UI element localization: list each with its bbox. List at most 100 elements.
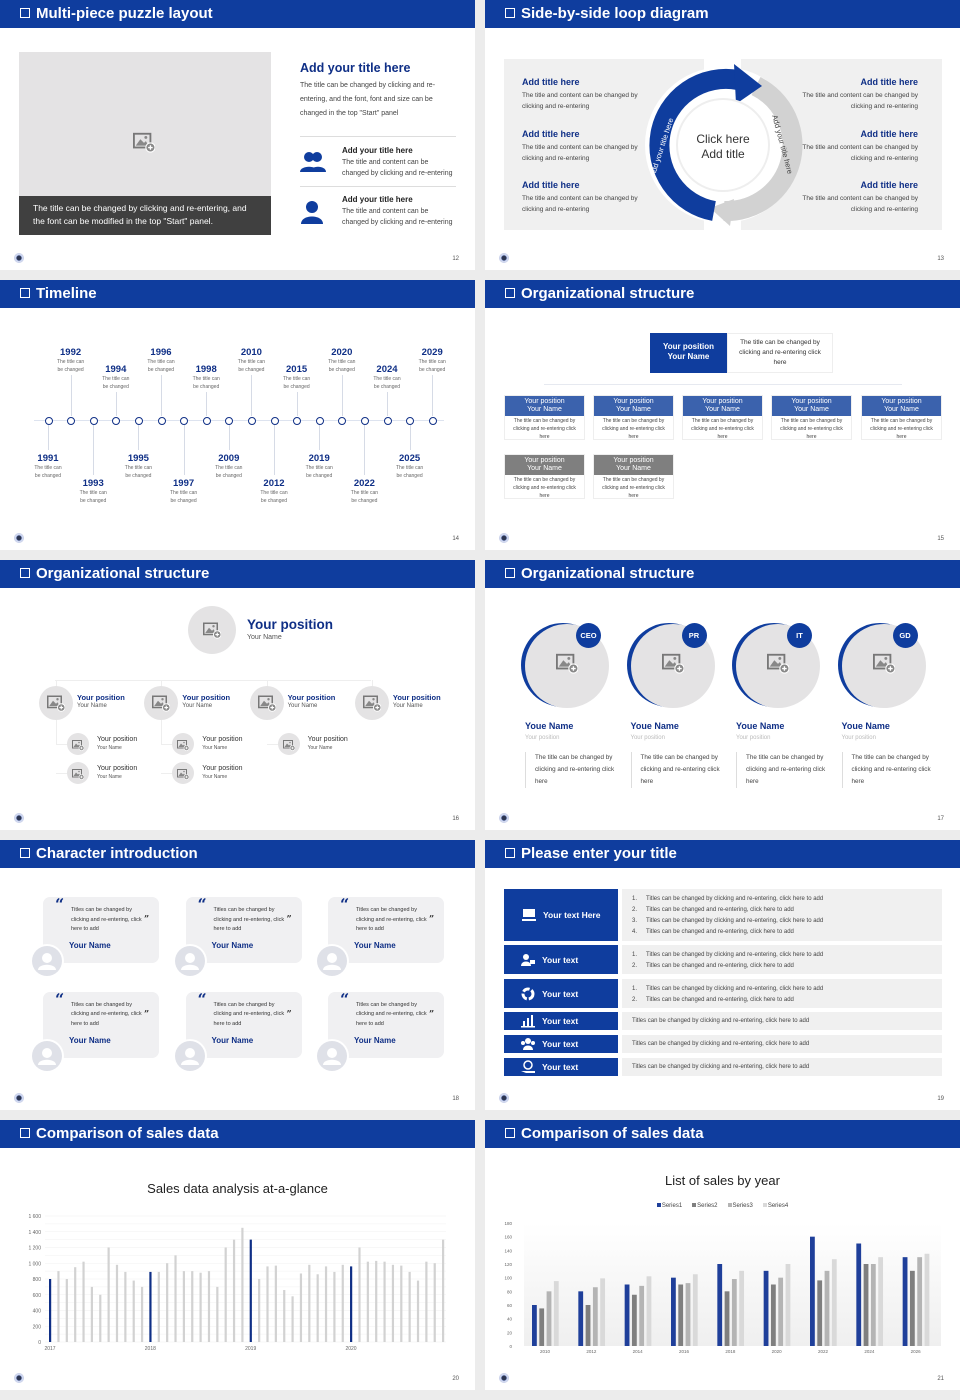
position-card[interactable]: Your position Your Name The title can be c…	[593, 395, 674, 440]
timeline-dot[interactable]	[406, 417, 415, 425]
legend-item[interactable]: Series4	[762, 1203, 788, 1209]
position-card[interactable]: Your position Your Name The title can be c…	[771, 395, 852, 440]
row-label-button[interactable]: Your text	[504, 945, 618, 974]
character-card[interactable]: “ ” Titles can be changed by clicking and …	[185, 990, 302, 1058]
slide-20[interactable]: Comparison of sales data 20 Sales data ana…	[0, 1120, 475, 1390]
slide-title: Character introduction	[36, 845, 198, 862]
timeline-dot[interactable]	[157, 417, 166, 425]
bar	[274, 1265, 277, 1342]
timeline-dot[interactable]	[134, 417, 143, 425]
branch-photo[interactable]	[144, 686, 179, 720]
bar-chart-icon	[521, 1014, 535, 1028]
character-card[interactable]: “ ” Titles can be changed by clicking and …	[328, 990, 444, 1058]
row-label-button[interactable]: Your text	[504, 1035, 618, 1053]
page-number: 16	[452, 816, 459, 822]
slide-21[interactable]: Comparison of sales data 21 List of sales …	[485, 1120, 960, 1390]
timeline-dot[interactable]	[202, 417, 211, 425]
child-position: Your position	[97, 765, 138, 772]
image-add-icon	[203, 621, 222, 639]
line-number: 1.	[632, 986, 638, 992]
timeline-dot[interactable]	[270, 417, 279, 425]
slide-header: Organizational structure	[485, 280, 960, 308]
quote-text: Titles can be changed by clicking and re…	[356, 1001, 427, 1027]
bar-series4	[924, 1253, 930, 1346]
legend-item[interactable]: Series1	[656, 1203, 682, 1209]
timeline-connector	[296, 392, 298, 416]
connector	[56, 744, 68, 745]
position-card[interactable]: Your position Your Name The title can be c…	[504, 395, 585, 440]
role-badge: GD	[892, 623, 918, 648]
timeline-dot[interactable]	[383, 417, 392, 425]
event-year: 1996	[150, 347, 172, 358]
timeline-dot[interactable]	[428, 417, 437, 425]
slide-19[interactable]: Please enter your title 19 Your text Here 1…	[485, 840, 960, 1110]
event-year: 2019	[308, 453, 330, 464]
slide-17[interactable]: Organizational structure 17 CEO Youe Name Yo…	[485, 560, 960, 830]
timeline-dot[interactable]	[360, 417, 369, 425]
row-label: Your text	[542, 954, 579, 965]
timeline-dot[interactable]	[293, 417, 302, 425]
row-label-button[interactable]: Your text	[504, 1012, 618, 1030]
avatar	[30, 1038, 64, 1073]
timeline-dot[interactable]	[180, 417, 189, 425]
timeline-dot[interactable]	[89, 417, 98, 425]
line-text: Titles can be changed and re-entering, c…	[646, 963, 794, 969]
legend-item[interactable]: Series3	[727, 1203, 753, 1209]
branch-name: Your Name	[287, 703, 318, 709]
slide-13[interactable]: Side-by-side loop diagram 13 Add title her…	[485, 0, 960, 270]
branch-photo[interactable]	[249, 686, 284, 720]
row-content: Titles can be changed by clicking and re…	[622, 1012, 942, 1030]
row-line: 2. Titles can be changed and re-entering,…	[632, 961, 942, 972]
timeline-dot[interactable]	[67, 417, 76, 425]
slide-16[interactable]: Organizational structure 16 Your position Y…	[0, 560, 475, 830]
legend-item[interactable]: Series2	[692, 1203, 718, 1209]
card-header: Your position Your Name	[772, 396, 851, 416]
row-label-button[interactable]: Your text Here	[504, 889, 618, 941]
blue-arrowhead	[734, 64, 762, 104]
top-photo[interactable]	[188, 606, 236, 654]
slide-title: Timeline	[36, 285, 97, 302]
slide-12[interactable]: Multi-piece puzzle layout 12 The title can…	[0, 0, 475, 270]
position-card[interactable]: Your position Your Name The title can be c…	[504, 454, 585, 499]
slide-14[interactable]: Timeline 14 1991 The title can be changed 19…	[0, 280, 475, 550]
member-text: The title can be changed by clicking and…	[525, 752, 621, 788]
branch-photo[interactable]	[39, 686, 73, 720]
character-card[interactable]: “ ” Titles can be changed by clicking and …	[328, 895, 444, 963]
bar-series1	[578, 1291, 584, 1346]
card-text: The title can be changed by clicking and…	[691, 418, 754, 440]
row-label-button[interactable]: Your text	[504, 1058, 618, 1076]
image-add-icon	[661, 652, 685, 674]
item-title: Add your title here	[342, 146, 413, 155]
member-name: Youe Name	[630, 721, 679, 731]
position-card[interactable]: Your position Your Name The title can be c…	[593, 454, 674, 499]
row-label-button[interactable]: Your text	[504, 979, 618, 1008]
image-add-icon	[72, 738, 85, 751]
timeline-dot[interactable]	[112, 417, 121, 425]
slide-18[interactable]: Character introduction 18 “” Titles can be …	[0, 840, 475, 1110]
user-icon	[300, 200, 324, 229]
chart-svg: 0 200 400 600 800 1 000 1 200 1 400 1 600 2017 201…	[28, 1214, 446, 1352]
slide-15[interactable]: Organizational structure 15 Your position Y…	[485, 280, 960, 550]
timeline-dot[interactable]	[247, 417, 256, 425]
timeline-dot[interactable]	[44, 417, 53, 425]
checkbox-square-icon	[20, 848, 30, 858]
event-text: The title can be changed	[395, 465, 424, 479]
card-header: Your position Your Name	[594, 396, 673, 416]
timeline-dot[interactable]	[315, 417, 324, 425]
item-text: The title and content can be changed by …	[342, 208, 453, 226]
image-placeholder[interactable]: The title can be changed by clicking and…	[19, 52, 271, 235]
bar-series1	[532, 1305, 537, 1346]
position-card[interactable]: Your position Your Name The title can be c…	[861, 395, 942, 440]
position: Your position	[613, 397, 654, 405]
character-card[interactable]: “ ” Titles can be changed by clicking and …	[43, 990, 159, 1058]
timeline-dot[interactable]	[338, 417, 347, 425]
bar	[174, 1255, 177, 1342]
event-text: The title can be changed	[260, 490, 288, 504]
top-position-box[interactable]: Your position Your Name	[650, 333, 727, 373]
bar	[358, 1247, 361, 1342]
timeline-dot[interactable]	[225, 417, 234, 425]
bar	[65, 1279, 68, 1342]
branch-photo[interactable]	[354, 686, 389, 720]
character-card[interactable]: “ ” Titles can be changed by clicking and …	[43, 895, 159, 963]
position-card[interactable]: Your position Your Name The title can be c…	[682, 395, 763, 440]
